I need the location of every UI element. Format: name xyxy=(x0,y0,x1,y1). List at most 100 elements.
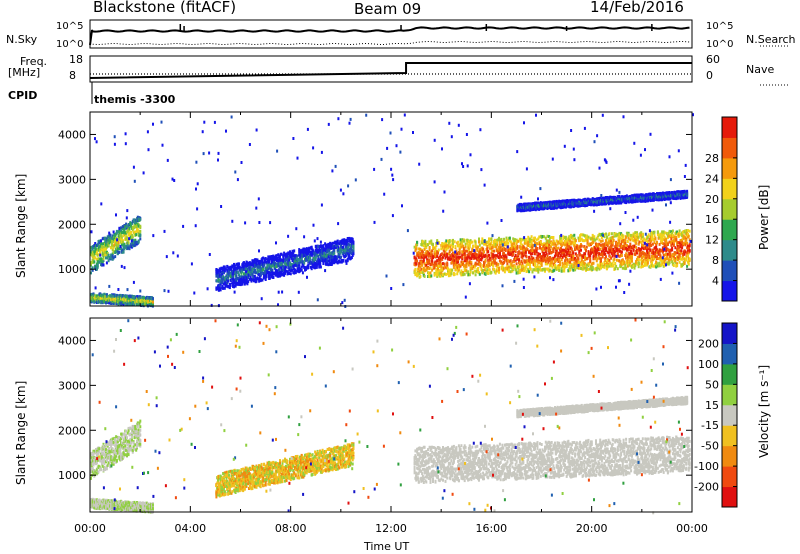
power-cell xyxy=(103,247,106,251)
power-cell xyxy=(493,268,495,271)
power-cell xyxy=(650,239,653,243)
power-cell xyxy=(640,247,643,251)
power-cell xyxy=(240,267,243,271)
power-cell xyxy=(631,256,633,260)
power-cell xyxy=(453,272,456,276)
power-cell xyxy=(447,246,449,250)
power-cell xyxy=(534,241,536,245)
power-cell xyxy=(470,257,473,261)
power-cell xyxy=(321,254,324,258)
power-cell xyxy=(444,251,447,255)
power-cell xyxy=(442,248,445,252)
power-cell xyxy=(608,258,611,262)
power-cell xyxy=(345,245,347,249)
power-cell xyxy=(96,248,99,252)
power-cell xyxy=(256,277,259,281)
power-cell xyxy=(298,248,301,252)
power-cell xyxy=(555,247,558,251)
power-cell xyxy=(288,256,291,260)
power-cell xyxy=(429,271,432,275)
power-cell xyxy=(324,255,327,259)
power-cell xyxy=(568,237,571,241)
power-cell xyxy=(418,271,421,275)
power-cell xyxy=(436,254,439,258)
power-cell xyxy=(331,241,334,245)
power-cell xyxy=(620,244,623,248)
power-cell xyxy=(109,236,112,240)
power-cell xyxy=(239,269,242,273)
power-cell xyxy=(500,255,503,259)
power-cell xyxy=(136,229,138,233)
power-cell xyxy=(94,256,97,260)
power-cell xyxy=(427,250,429,254)
power-cell xyxy=(574,252,577,256)
power-cell xyxy=(500,260,503,264)
power-cell xyxy=(446,263,449,267)
power-cell xyxy=(560,266,563,270)
power-cell xyxy=(520,238,523,242)
power-cell xyxy=(631,259,633,263)
power-cell xyxy=(580,244,583,248)
power-cell xyxy=(650,244,653,247)
power-cell xyxy=(629,242,632,246)
power-cell xyxy=(500,237,503,241)
power-cell xyxy=(446,254,449,258)
power-cell xyxy=(447,268,450,272)
power-cell xyxy=(564,243,567,247)
power-cell xyxy=(494,256,497,260)
power-cell xyxy=(447,270,449,274)
power-cell xyxy=(686,241,689,245)
power-cell xyxy=(284,265,287,269)
power-cell xyxy=(546,241,549,245)
power-cell xyxy=(459,238,462,242)
power-cell xyxy=(498,247,500,251)
power-cell xyxy=(561,255,564,259)
power-cell xyxy=(544,268,546,272)
power-cell xyxy=(632,248,635,252)
power-cell xyxy=(120,231,123,234)
power-cell xyxy=(265,273,268,277)
power-cell xyxy=(454,254,457,258)
power-cell xyxy=(508,236,511,240)
power-cell xyxy=(279,258,282,262)
power-cell xyxy=(636,231,638,235)
power-cell xyxy=(624,238,627,242)
power-cell xyxy=(596,257,599,261)
power-cell xyxy=(585,238,587,242)
power-cell xyxy=(444,256,447,260)
power-cell xyxy=(570,255,573,259)
power-cell xyxy=(101,245,104,249)
power-cell xyxy=(554,251,557,255)
power-cell xyxy=(524,265,527,269)
power-cell xyxy=(255,263,258,266)
power-cell xyxy=(416,243,419,247)
power-cell xyxy=(325,246,328,250)
power-cell xyxy=(126,243,129,247)
power-cell xyxy=(253,261,256,265)
power-cell xyxy=(646,261,649,265)
power-cell xyxy=(475,244,478,248)
power-cell xyxy=(493,254,495,258)
power-cell xyxy=(653,234,656,238)
power-cell xyxy=(347,246,350,250)
power-cell xyxy=(246,270,249,274)
power-cell xyxy=(497,262,500,266)
power-cell xyxy=(637,242,640,246)
power-cell xyxy=(647,233,650,237)
power-cell xyxy=(441,252,444,256)
power-cell xyxy=(240,271,243,275)
power-cell xyxy=(544,236,547,240)
power-cell xyxy=(223,286,226,290)
power-cell xyxy=(646,248,648,252)
power-cell xyxy=(651,261,653,265)
power-cell xyxy=(351,237,354,241)
power-cell xyxy=(437,272,439,276)
power-cell xyxy=(302,263,305,267)
power-cell xyxy=(246,282,249,286)
power-cell xyxy=(532,243,535,247)
power-cell xyxy=(538,261,541,264)
power-cell xyxy=(238,265,241,269)
power-cell xyxy=(520,260,523,263)
power-cell xyxy=(559,263,562,267)
power-cell xyxy=(312,262,315,266)
